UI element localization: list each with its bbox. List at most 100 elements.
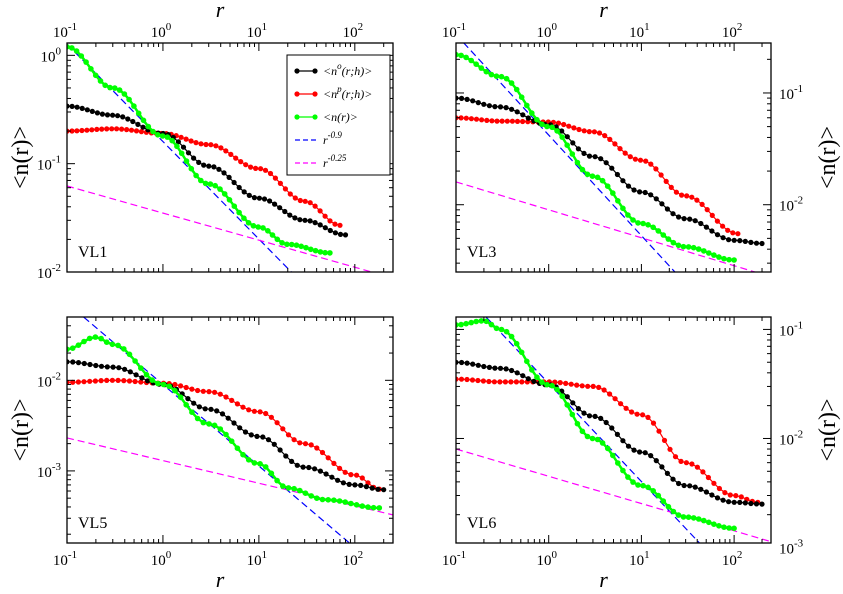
data-point-n-42 (265, 228, 271, 234)
data-point-n_p-36 (650, 420, 657, 426)
data-point-n_p-51 (317, 208, 323, 214)
data-point-n_p-1 (70, 379, 76, 385)
data-point-n-9 (498, 326, 505, 333)
data-point-n_o-33 (254, 433, 260, 439)
legend-marker-n_o (312, 68, 318, 74)
panel-vl6: 10-1 100 101 102 r 10-3 10-2 10-1 <n(r)> VL6 (442, 316, 841, 592)
data-point-n_o-32 (248, 432, 254, 438)
data-point-n_p-28 (596, 130, 603, 136)
data-point-n-29 (228, 438, 235, 445)
data-point-n-16 (140, 117, 147, 124)
legend-marker-n_p (312, 91, 318, 97)
data-point-n_o-3 (470, 98, 476, 104)
data-point-n_p-2 (75, 379, 81, 385)
data-point-n_o-54 (375, 486, 381, 492)
y-axis-label: <n(r)> (8, 126, 34, 189)
data-point-n_p-4 (84, 127, 90, 133)
data-point-n_o-29 (231, 420, 237, 426)
data-point-n-1 (69, 345, 76, 352)
data-point-n-17 (539, 121, 545, 128)
x-tick-label: 100 (151, 549, 172, 569)
data-point-n_p-5 (89, 127, 95, 133)
data-point-n_p-37 (656, 428, 662, 434)
data-point-n-5 (478, 318, 485, 324)
data-point-n_p-3 (79, 127, 85, 134)
data-point-n_o-1 (70, 359, 76, 365)
data-point-n_o-47 (335, 477, 341, 483)
data-point-n_p-12 (514, 118, 521, 124)
data-point-n_p-2 (463, 115, 469, 121)
data-point-n-25 (579, 166, 586, 173)
data-point-n_p-27 (601, 387, 607, 393)
data-point-n_o-30 (237, 425, 243, 431)
data-point-n_p-25 (581, 128, 587, 134)
data-point-n-38 (645, 484, 651, 491)
data-point-n_p-27 (198, 141, 204, 147)
data-point-n_p-26 (212, 389, 218, 395)
data-point-n_o-10 (122, 366, 128, 372)
data-point-n_p-23 (571, 125, 577, 131)
data-point-n_p-51 (714, 218, 721, 224)
data-point-n_p-30 (234, 401, 240, 407)
data-point-n_o-46 (329, 474, 335, 480)
data-point-n-31 (212, 182, 218, 189)
data-point-n-1 (458, 52, 464, 59)
data-point-n_p-11 (119, 126, 125, 132)
data-point-n_p-37 (248, 164, 254, 170)
data-point-n-44 (314, 495, 320, 502)
data-point-n-40 (655, 492, 662, 499)
data-point-n_o-7 (492, 365, 498, 371)
data-point-n_o-55 (342, 232, 349, 238)
data-point-n_o-3 (470, 361, 476, 367)
data-point-n-30 (207, 181, 214, 187)
data-point-n_o-7 (104, 364, 110, 370)
data-point-n_p-29 (612, 396, 618, 402)
data-point-n-39 (250, 223, 257, 229)
data-point-n_o-13 (139, 375, 145, 381)
data-point-n_o-47 (302, 217, 308, 223)
y-tick-label: 10-1 (37, 154, 61, 174)
legend-marker-n_o (294, 68, 300, 74)
data-point-n_o-24 (202, 406, 208, 412)
data-point-n_o-4 (84, 107, 90, 113)
legend-label-n_p: <np(r;h)> (323, 84, 372, 101)
data-point-n-34 (625, 212, 631, 218)
data-point-n-38 (245, 220, 252, 226)
data-point-n-44 (675, 512, 682, 518)
data-point-n_p-45 (700, 469, 706, 475)
data-point-n_o-8 (104, 112, 111, 118)
data-point-n-54 (726, 525, 732, 531)
data-point-n_p-33 (251, 408, 257, 414)
data-point-n-44 (274, 236, 281, 243)
data-point-n-23 (569, 411, 576, 418)
data-point-n_o-27 (603, 160, 609, 166)
data-point-n_p-47 (711, 480, 717, 486)
data-point-n-26 (584, 171, 591, 178)
data-point-n_o-9 (116, 365, 122, 371)
data-point-n_p-29 (602, 133, 608, 139)
data-point-n-40 (655, 228, 662, 234)
data-point-n_p-44 (282, 186, 288, 192)
data-point-n_o-10 (509, 106, 515, 112)
data-point-n_p-34 (233, 155, 239, 161)
data-point-n_o-34 (642, 189, 648, 196)
data-point-n_o-49 (726, 237, 732, 243)
data-point-n-37 (241, 215, 247, 221)
data-point-n_o-28 (206, 163, 212, 169)
data-point-n-11 (116, 87, 123, 93)
data-point-n_p-42 (272, 175, 278, 181)
data-point-n_p-5 (479, 117, 485, 123)
data-point-n_p-23 (178, 134, 184, 140)
data-point-n-11 (126, 351, 133, 358)
data-point-n_p-23 (195, 387, 201, 394)
y-axis-label: <n(r)> (815, 398, 841, 461)
data-point-n_p-31 (240, 404, 246, 410)
data-point-n_p-33 (634, 411, 640, 417)
data-point-n-3 (468, 319, 475, 326)
data-point-n_o-12 (133, 372, 139, 378)
data-point-n_p-41 (267, 170, 274, 177)
plot-area (67, 317, 393, 543)
data-point-n-52 (359, 503, 366, 509)
data-point-n_p-28 (223, 394, 229, 400)
data-point-n_p-51 (733, 493, 739, 499)
